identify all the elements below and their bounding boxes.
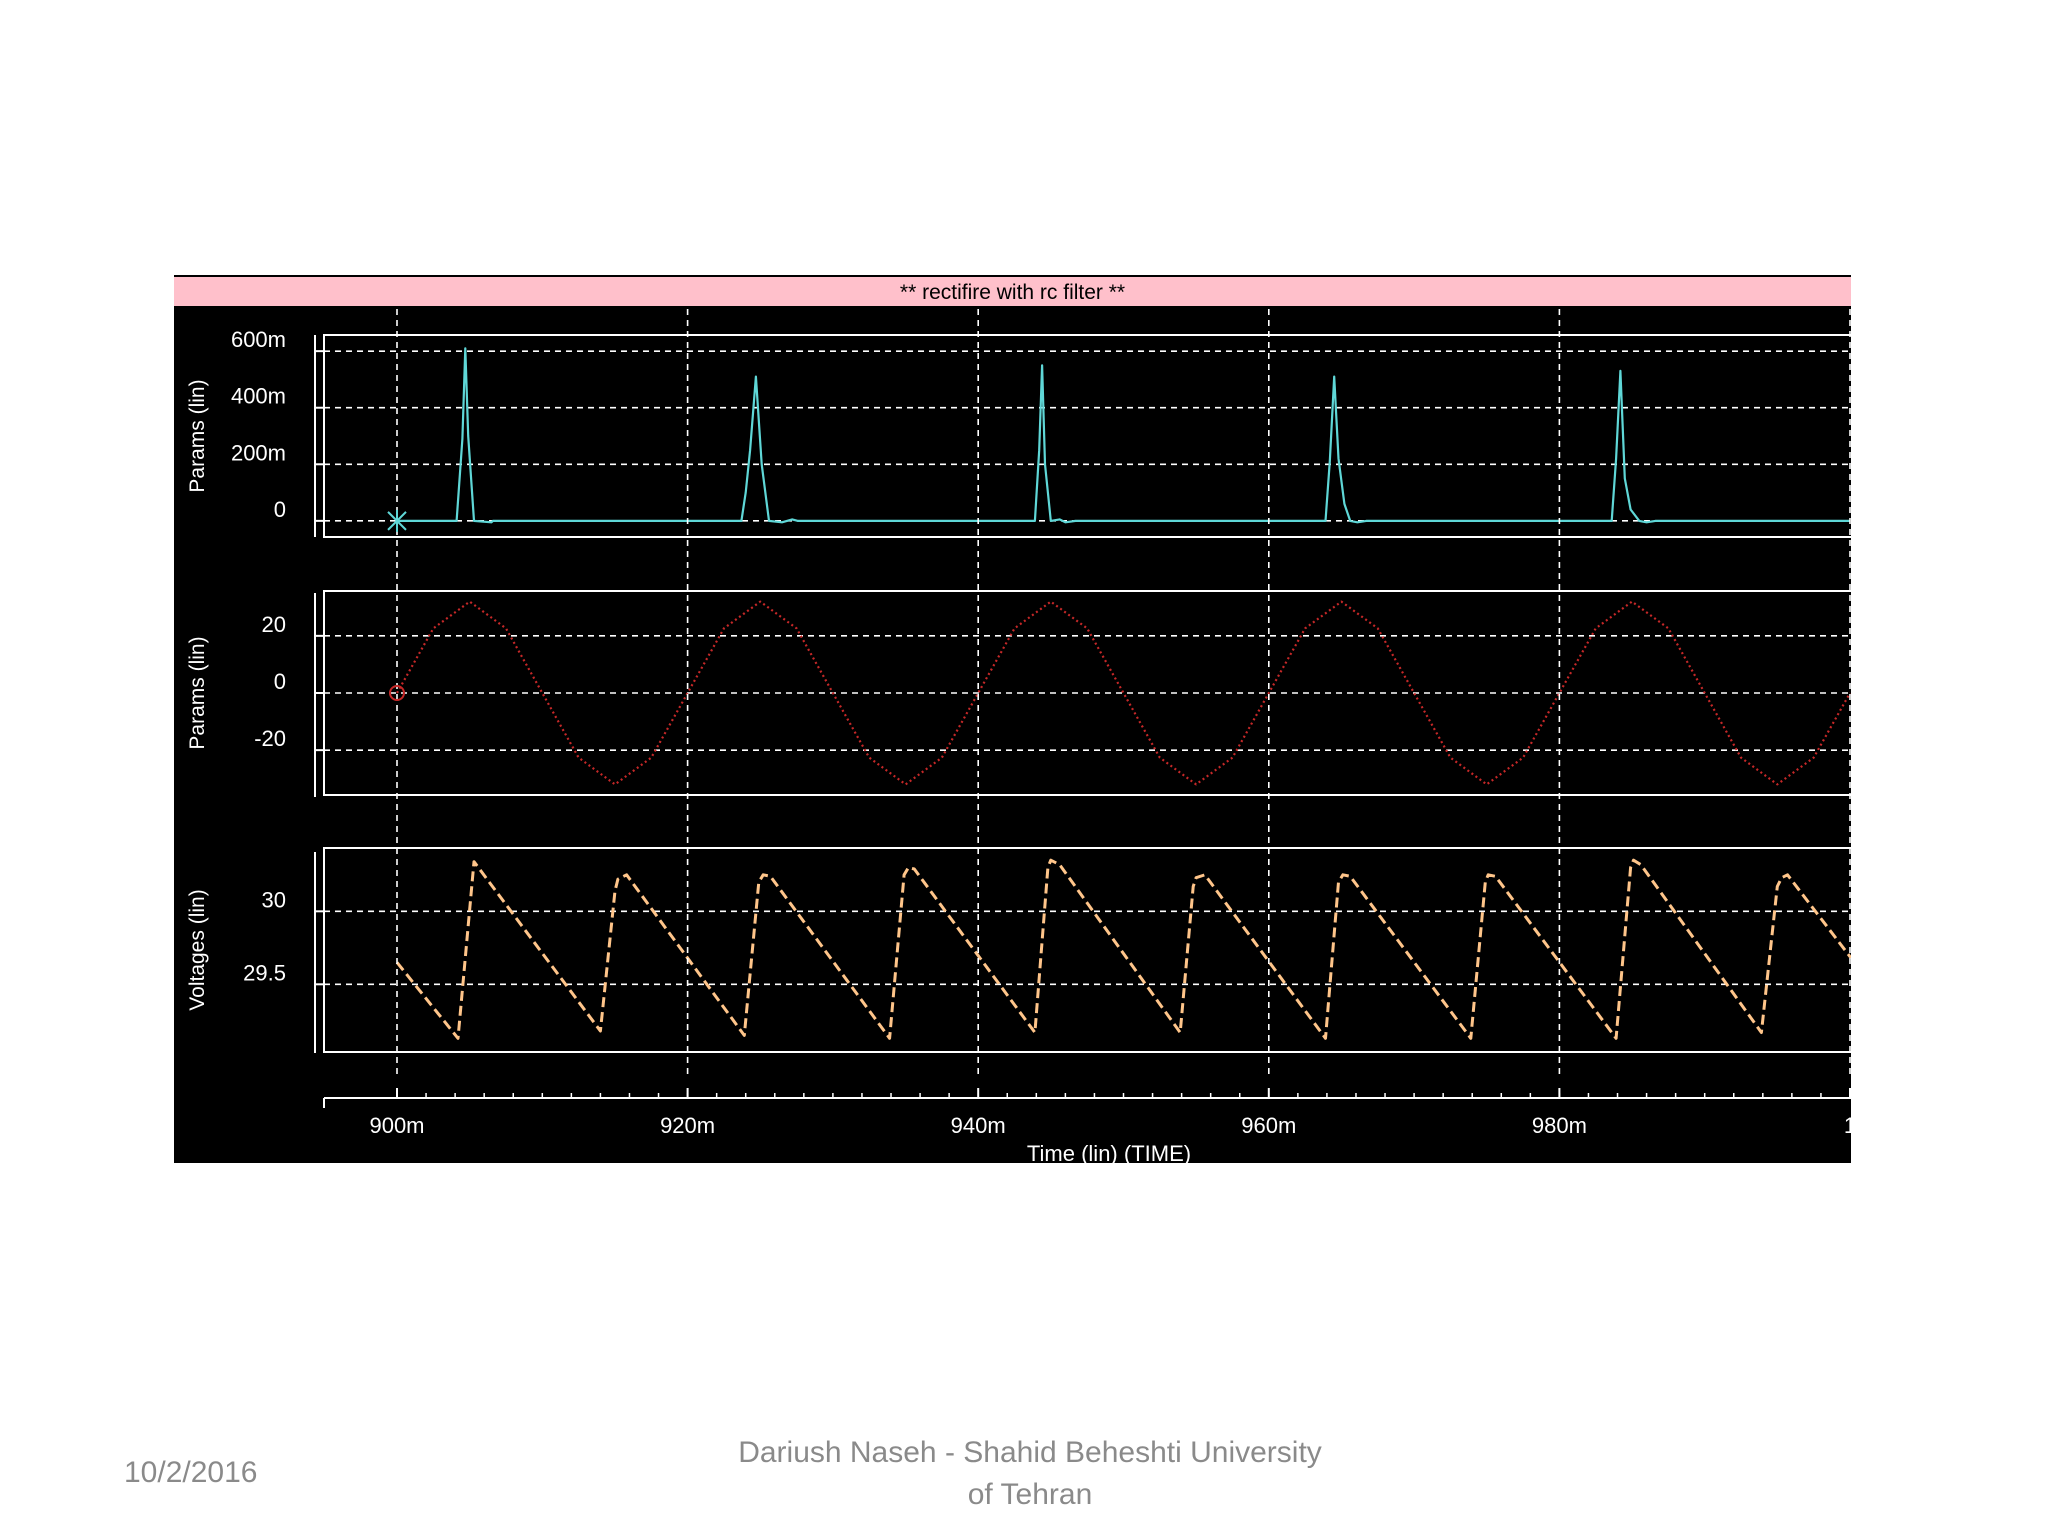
x-tick-label: 960m xyxy=(1241,1113,1296,1138)
y-axis-title: Params (lin) xyxy=(186,636,209,749)
y-tick-label: 400m xyxy=(231,384,286,409)
x-tick-label: 900m xyxy=(369,1113,424,1138)
start-marker-cross xyxy=(387,509,407,532)
panel-3: 29.5 30 Voltages (lin) xyxy=(186,847,1851,1053)
y-axis-title: Params (lin) xyxy=(186,379,209,492)
slide-author: Dariush Naseh - Shahid Beheshti Universi… xyxy=(680,1432,1380,1516)
series-line xyxy=(397,347,1850,524)
panel-1: 0 200m 400m 600m Params (lin) xyxy=(186,327,1851,538)
y-tick-label: 29.5 xyxy=(243,960,286,985)
y-tick-label: 200m xyxy=(231,440,286,465)
chart-title: ** rectifire with rc filter ** xyxy=(174,275,1851,306)
author-line-2: of Tehran xyxy=(967,1478,1093,1511)
y-tick-label: 20 xyxy=(262,612,286,637)
start-marker-circle xyxy=(389,685,405,701)
plot-area: 0 200m 400m 600m Params (lin) -20 0 20 Params (l… xyxy=(186,309,1851,1163)
y-tick-label: 30 xyxy=(262,887,286,912)
y-tick-label: 0 xyxy=(274,669,286,694)
y-tick-label: 0 xyxy=(274,497,286,522)
panel-frame xyxy=(323,334,1851,538)
x-tick-label: 920m xyxy=(660,1113,715,1138)
x-tick-label: 1 xyxy=(1844,1113,1851,1138)
slide-date: 10/2/2016 xyxy=(124,1456,258,1489)
panel-frame xyxy=(323,847,1851,1053)
series-line xyxy=(395,858,1851,1040)
waveform-viewer: ** rectifire with rc filter ** 0 200m 400m… xyxy=(171,275,1851,1163)
y-tick-label: -20 xyxy=(254,726,286,751)
panel-2: -20 0 20 Params (lin) xyxy=(186,590,1851,797)
y-tick-label: 600m xyxy=(231,327,286,352)
x-tick-label: 940m xyxy=(951,1113,1006,1138)
x-tick-label: 980m xyxy=(1532,1113,1587,1138)
y-axis-title: Voltages (lin) xyxy=(186,889,209,1010)
author-line-1: Dariush Naseh - Shahid Beheshti Universi… xyxy=(738,1436,1322,1469)
x-axis-title: Time (lin) (TIME) xyxy=(1027,1141,1191,1163)
